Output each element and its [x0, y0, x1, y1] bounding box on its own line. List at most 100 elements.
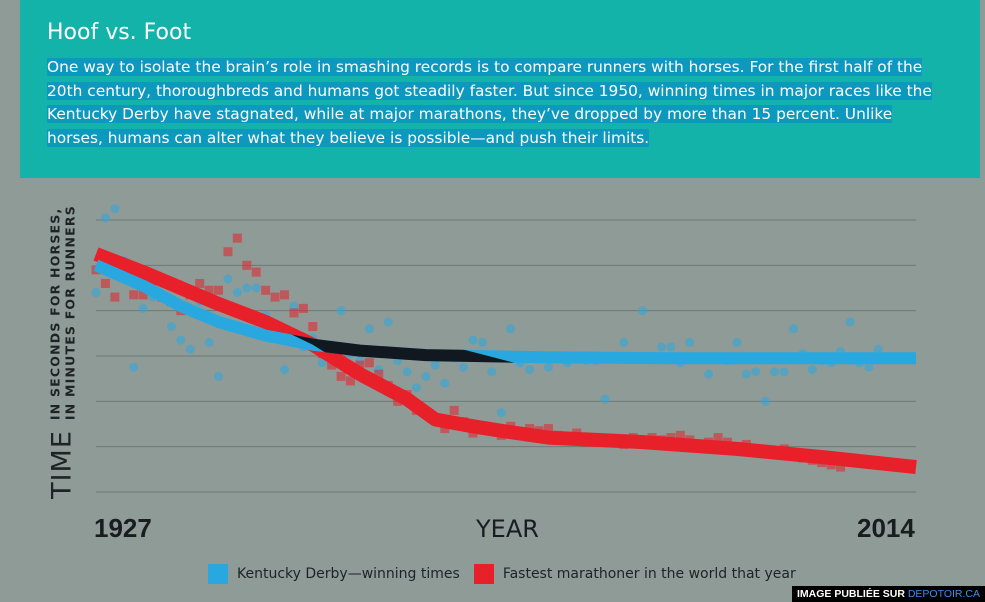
marathon-data-point [214, 285, 224, 295]
legend-label-derby: Kentucky Derby—winning times [237, 566, 460, 582]
derby-data-point [459, 362, 469, 372]
marathon-data-point [195, 278, 205, 288]
legend-swatch-derby [208, 564, 228, 584]
image-credit: IMAGE PUBLIÉE SUR DEPOTOIR.CA [791, 586, 985, 602]
derby-data-point [430, 360, 440, 370]
derby-data-point [487, 367, 497, 377]
marathon-data-point [345, 376, 355, 386]
marathon-data-point [308, 322, 318, 332]
legend-label-marathon: Fastest marathoner in the world that yea… [502, 566, 796, 582]
derby-data-point [440, 378, 450, 388]
marathon-data-point [836, 462, 846, 472]
derby-data-point [638, 306, 648, 316]
derby-data-point [600, 394, 610, 404]
derby-data-point [364, 324, 374, 334]
derby-data-point [619, 337, 629, 347]
section-title: Hoof vs. Foot [47, 20, 192, 45]
marathon-data-point [374, 369, 384, 379]
intro-paragraph[interactable]: One way to isolate the brain’s role in s… [47, 56, 952, 150]
derby-data-point [402, 367, 412, 377]
derby-data-point [873, 344, 883, 354]
derby-data-point [807, 365, 817, 375]
derby-data-point [477, 337, 487, 347]
derby-data-point [336, 306, 346, 316]
marathon-data-point [223, 247, 233, 257]
derby-data-point [779, 367, 789, 377]
derby-data-point [383, 317, 393, 327]
marathon-data-point [675, 430, 685, 440]
derby-data-point [223, 274, 233, 284]
marathon-data-point [138, 290, 148, 300]
marathon-data-point [251, 267, 261, 277]
credit-prefix: IMAGE PUBLIÉE SUR [796, 588, 905, 600]
intro-panel: Hoof vs. Foot One way to isolate the bra… [20, 0, 980, 178]
derby-data-point [91, 288, 101, 298]
derby-data-point [751, 367, 761, 377]
derby-data-point [788, 324, 798, 334]
y-axis-label: TIME IN SECONDS FOR HORSES, IN MINUTES F… [47, 205, 78, 499]
derby-data-point [280, 365, 290, 375]
y-axis-label-main: TIME [46, 430, 78, 499]
derby-data-point [242, 283, 252, 293]
marathon-data-point [289, 308, 299, 318]
x-axis-label: YEAR [476, 515, 539, 543]
marathon-data-point [543, 424, 553, 434]
marathon-data-point [270, 292, 280, 302]
marathon-data-point [280, 290, 290, 300]
marathon-data-point [327, 360, 337, 370]
derby-data-point [704, 369, 714, 379]
derby-data-point [110, 204, 120, 214]
derby-data-point [421, 371, 431, 381]
trend-lines [93, 247, 917, 475]
derby-data-point [214, 371, 224, 381]
marathon-data-point [336, 371, 346, 381]
derby-data-point [468, 335, 478, 345]
derby-data-point [129, 362, 139, 372]
derby-data-point [496, 408, 506, 418]
derby-data-point [138, 303, 148, 313]
legend: Kentucky Derby—winning times Fastest mar… [208, 564, 810, 584]
marathon-data-point [261, 285, 271, 295]
derby-data-point [204, 337, 214, 347]
derby-data-point [864, 362, 874, 372]
derby-data-point [411, 383, 421, 393]
credit-site-link[interactable]: DEPOTOIR.CA [907, 588, 980, 600]
derby-data-point [666, 342, 676, 352]
legend-item-marathon: Fastest marathoner in the world that yea… [473, 564, 796, 584]
marathon-data-point [100, 278, 110, 288]
marathon-data-point [713, 433, 723, 443]
derby-data-point [732, 337, 742, 347]
marathon-data-point [355, 360, 365, 370]
x-axis-end-label: 2014 [857, 513, 915, 543]
marathon-data-point [298, 303, 308, 313]
marathon-data-point [110, 292, 120, 302]
legend-item-derby: Kentucky Derby—winning times [208, 564, 460, 584]
marathon-data-point [129, 290, 139, 300]
derby-data-point [525, 365, 535, 375]
y-axis-label-sub: IN SECONDS FOR HORSES, IN MINUTES FOR RU… [47, 205, 77, 420]
derby-data-point [185, 344, 195, 354]
derby-data-point [760, 396, 770, 406]
trend-overlap [96, 259, 916, 365]
marathon-trend-line [93, 247, 917, 475]
marathon-data-point [204, 285, 214, 295]
derby-data-point [317, 358, 327, 368]
derby-data-point [506, 324, 516, 334]
derby-data-point [176, 335, 186, 345]
derby-data-point [657, 342, 667, 352]
marathon-data-point [440, 424, 450, 434]
derby-data-point [232, 288, 242, 298]
marathon-data-point [364, 358, 374, 368]
derby-data-point [845, 317, 855, 327]
x-axis-start-label: 1927 [94, 513, 152, 543]
derby-data-point [100, 213, 110, 223]
marathon-data-point [449, 405, 459, 415]
derby-data-point [166, 322, 176, 332]
derby-data-point [685, 337, 695, 347]
y-axis-label-sub-line1: IN SECONDS FOR HORSES, [47, 207, 62, 421]
derby-data-point [289, 301, 299, 311]
derby-data-point [251, 283, 261, 293]
derby-data-point [770, 367, 780, 377]
y-axis-label-sub-line2: IN MINUTES FOR RUNNERS [62, 205, 77, 421]
